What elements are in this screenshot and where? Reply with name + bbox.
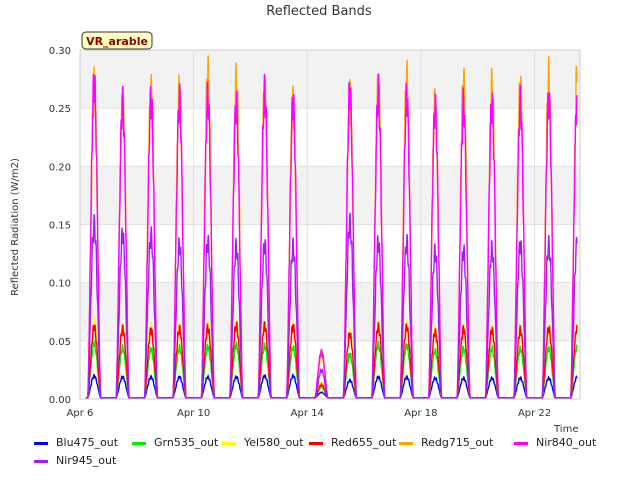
plot-band — [80, 108, 580, 167]
x-tick-labels: Apr 6 Apr 10 Apr 14 Apr 18 Apr 22 — [67, 408, 552, 419]
y-tick-label: 0.30 — [49, 46, 71, 57]
legend-swatch — [399, 441, 413, 445]
y-tick-label: 0.20 — [49, 162, 71, 173]
badge-label: VR_arable — [86, 35, 148, 48]
site-badge: VR_arable — [81, 31, 153, 50]
legend-item: Grn535_out — [132, 436, 218, 450]
y-tick-label: 0.05 — [49, 337, 71, 348]
y-tick-labels: 0.00 0.05 0.10 0.15 0.20 0.25 0.30 — [49, 46, 71, 406]
legend-label: Grn535_out — [154, 436, 219, 449]
series-line-nir945-out — [85, 212, 578, 399]
chart-title: Reflected Bands — [266, 4, 372, 19]
legend-item: Red655_out — [309, 436, 396, 450]
plot-band — [80, 166, 580, 225]
legend-swatch — [222, 441, 236, 445]
legend-item: Nir945_out — [34, 454, 116, 468]
legend-label: Yel580_out — [244, 436, 304, 449]
x-tick-label: Apr 10 — [177, 408, 210, 419]
y-tick-label: 0.25 — [49, 104, 71, 115]
legend-swatch — [34, 441, 48, 445]
legend-item: Nir840_out — [514, 436, 596, 450]
x-tick-label: Apr 14 — [291, 408, 324, 419]
y-tick-label: 0.00 — [49, 395, 71, 406]
legend-swatch — [132, 441, 146, 445]
y-tick-label: 0.15 — [49, 221, 71, 232]
legend-label: Red655_out — [331, 436, 397, 449]
legend-swatch — [514, 441, 528, 445]
x-tick-label: Apr 18 — [404, 408, 437, 419]
plot-band — [80, 50, 580, 109]
series-layer — [85, 55, 578, 399]
legend-swatch — [34, 459, 48, 463]
plot-frame — [79, 49, 581, 400]
legend-item: Yel580_out — [222, 436, 304, 450]
legend-swatch — [309, 441, 323, 445]
legend-item: Blu475_out — [34, 436, 118, 450]
x-tick-label: Apr 6 — [67, 408, 94, 419]
y-axis-label: Reflected Radiation (W/m2) — [10, 158, 21, 296]
x-axis-label: Time — [553, 424, 578, 435]
legend-label: Blu475_out — [56, 436, 119, 449]
badge-box — [81, 31, 153, 50]
legend-label: Nir945_out — [56, 454, 117, 467]
x-tick-label: Apr 22 — [518, 408, 551, 419]
legend-item: Redg715_out — [399, 436, 493, 450]
y-tick-label: 0.10 — [49, 279, 71, 290]
legend-label: Nir840_out — [536, 436, 597, 449]
legend-label: Redg715_out — [421, 436, 494, 449]
